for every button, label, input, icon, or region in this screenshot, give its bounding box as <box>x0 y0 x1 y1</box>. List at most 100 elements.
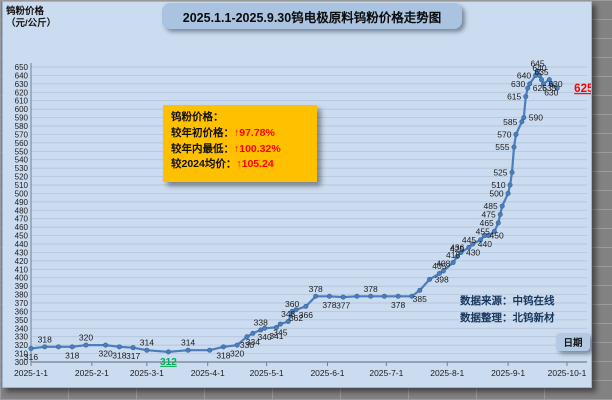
data-label: 418 <box>446 250 460 260</box>
data-label: 408 <box>436 258 450 268</box>
y-tick-label: 610 <box>15 97 29 106</box>
data-point-marker <box>450 260 456 266</box>
y-tick-label: 600 <box>15 105 29 114</box>
data-point-marker <box>273 324 279 330</box>
y-tick-label: 430 <box>15 248 29 257</box>
y-tick-label: 560 <box>15 139 29 148</box>
y-tick-label: 300 <box>15 358 29 367</box>
y-tick-label: 590 <box>15 114 29 123</box>
data-point-marker <box>354 293 360 299</box>
data-label: 635 <box>534 67 548 77</box>
data-label: 314 <box>140 338 154 348</box>
data-label: 525 <box>493 167 507 177</box>
data-label: 317 <box>126 351 140 361</box>
x-tick-label: 2025-2-1 <box>75 368 109 378</box>
y-tick-label: 360 <box>15 307 29 316</box>
x-tick-label: 2025-1-1 <box>14 368 48 378</box>
data-point-marker <box>28 346 34 352</box>
data-point-marker <box>185 347 191 353</box>
data-label: 640 <box>532 63 546 73</box>
data-point-marker <box>285 319 291 325</box>
y-tick-label: 350 <box>15 316 29 325</box>
data-point-marker <box>509 169 515 175</box>
x-tick-label: 2025-6-1 <box>310 368 344 378</box>
y-tick-label: 310 <box>15 350 29 359</box>
data-point-marker <box>207 347 213 353</box>
data-point-marker <box>55 344 61 350</box>
data-point-marker <box>293 307 299 313</box>
data-label: 436 <box>450 242 464 252</box>
data-point-marker <box>470 241 476 247</box>
data-label: 510 <box>491 180 505 190</box>
data-point-marker <box>103 342 109 348</box>
y-tick-label: 580 <box>15 122 29 131</box>
data-point-marker <box>130 345 136 351</box>
data-point-marker <box>513 131 519 137</box>
y-tick-label: 320 <box>15 341 29 350</box>
data-point-marker <box>144 347 150 353</box>
data-label: 630 <box>548 79 562 89</box>
data-point-marker <box>250 330 256 336</box>
data-point-marker <box>538 77 544 83</box>
data-label: 425 <box>450 244 464 254</box>
price-trend-chart-object[interactable]: 650 640 630 620 610 600 590 580 570 560 550 540 530 5… <box>2 1 594 388</box>
data-label: 330 <box>240 340 254 350</box>
data-point-marker <box>497 212 503 218</box>
data-point-marker <box>340 294 346 300</box>
x-tick-label: 2025-9-1 <box>491 368 525 378</box>
data-label: 378 <box>309 284 323 294</box>
data-label: 450 <box>490 231 504 241</box>
data-point-marker <box>220 344 226 350</box>
data-label: 341 <box>269 331 283 341</box>
price-line <box>29 70 559 353</box>
data-point-marker <box>527 81 533 87</box>
data-label: 630 <box>544 87 558 97</box>
data-point-marker <box>523 94 529 100</box>
data-label: 615 <box>507 92 521 102</box>
data-label: 625 <box>533 83 547 93</box>
data-label: 320 <box>79 333 93 343</box>
y-tick-label: 410 <box>15 265 29 274</box>
data-label: 465 <box>480 218 494 228</box>
data-point-marker <box>491 228 497 234</box>
y-tick-label: 650 <box>15 63 29 72</box>
data-point-marker <box>262 325 268 331</box>
data-point-marker <box>83 342 89 348</box>
data-point-marker <box>368 293 374 299</box>
y-tick-label: 520 <box>15 173 29 182</box>
data-label: 398 <box>435 274 449 284</box>
y-tick-label: 620 <box>15 88 29 97</box>
x-tick-label: 2025-3-1 <box>130 368 164 378</box>
y-tick-label: 640 <box>15 71 29 80</box>
data-label: 318 <box>216 350 230 360</box>
data-point-marker <box>458 249 464 255</box>
data-point-marker <box>313 293 319 299</box>
data-label: 360 <box>285 299 299 309</box>
data-point-marker <box>554 85 560 91</box>
y-tick-label: 470 <box>15 215 29 224</box>
y-tick-label: 510 <box>15 181 29 190</box>
x-tick-label: 2025-7-1 <box>369 368 403 378</box>
y-tick-label: 540 <box>15 156 29 165</box>
data-label: 430 <box>466 247 480 257</box>
data-point-marker <box>454 254 460 260</box>
data-label: 555 <box>495 142 509 152</box>
y-tick-label: 400 <box>15 274 29 283</box>
y-tick-label: 340 <box>15 324 29 333</box>
y-tick-label: 500 <box>15 189 29 198</box>
data-label: 316 <box>24 352 38 362</box>
data-label: 405 <box>432 261 446 271</box>
data-label: 635 <box>542 83 556 93</box>
data-label: 500 <box>489 188 503 198</box>
latest-value-label: 625 <box>574 83 591 95</box>
data-point-marker <box>521 115 527 121</box>
data-point-marker <box>511 144 517 150</box>
data-point-marker <box>381 293 387 299</box>
price-line-chart-plot[interactable]: 6506406306206106005905805705605505405305… <box>3 2 594 387</box>
data-label: 485 <box>484 201 498 211</box>
data-label: 630 <box>511 79 525 89</box>
data-label: 377 <box>336 301 350 311</box>
data-label: 378 <box>391 300 405 310</box>
data-point-marker <box>540 81 546 87</box>
y-tick-label: 550 <box>15 147 29 156</box>
